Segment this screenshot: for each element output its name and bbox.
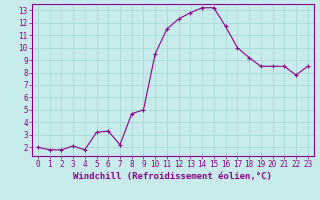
X-axis label: Windchill (Refroidissement éolien,°C): Windchill (Refroidissement éolien,°C): [73, 172, 272, 181]
